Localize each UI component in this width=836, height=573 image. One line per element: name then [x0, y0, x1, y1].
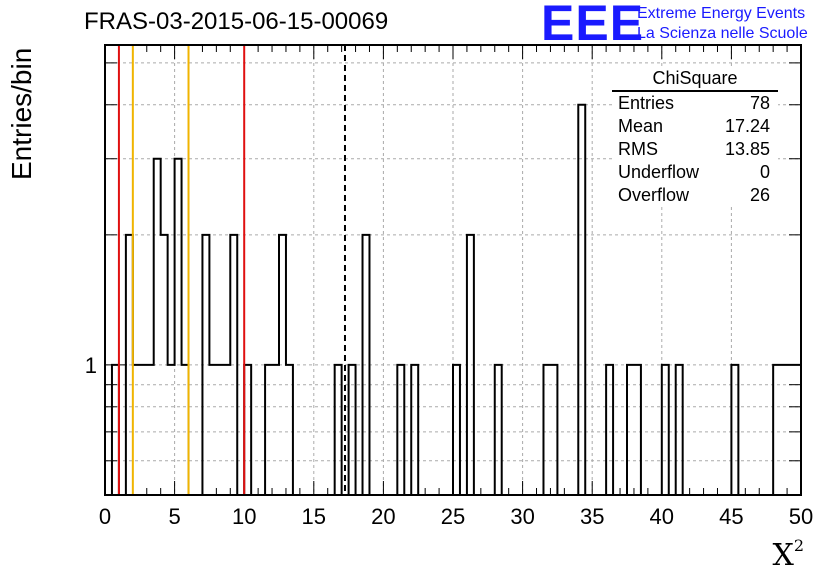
eee-logo: EEE: [541, 0, 645, 51]
x-tick-label: 30: [510, 504, 534, 529]
x-tick-label: 20: [371, 504, 395, 529]
stats-value: 0: [759, 162, 770, 182]
stats-row-overflow: Overflow 26: [612, 184, 778, 207]
x-tick-label: 0: [99, 504, 111, 529]
x-tick-label: 40: [650, 504, 674, 529]
stats-value: 78: [749, 93, 770, 113]
x-axis-label-exponent: 2: [793, 536, 804, 555]
y-axis-label: Entries/bin: [6, 47, 37, 180]
plot-frame: [104, 44, 802, 496]
logo-line-1: Extreme Energy Events: [637, 5, 806, 22]
x-tick-label: 45: [719, 504, 743, 529]
x-axis-label-symbol: X: [772, 538, 794, 573]
stats-value: 13.85: [724, 139, 770, 159]
stats-value: 26: [749, 185, 770, 205]
stats-label: Underflow: [618, 162, 700, 182]
x-tick-label: 15: [302, 504, 326, 529]
x-tick-label: 10: [232, 504, 256, 529]
stats-label: Overflow: [618, 185, 690, 205]
logo-line-2: La Scienza nelle Scuole: [637, 25, 808, 42]
stats-row-mean: Mean 17.24: [612, 115, 778, 138]
x-tick-label: 25: [441, 504, 465, 529]
stats-label: Mean: [618, 116, 664, 136]
stats-label: Entries: [618, 93, 675, 113]
x-tick-label: 50: [789, 504, 813, 529]
x-tick-label: 35: [580, 504, 604, 529]
stats-label: RMS: [618, 139, 658, 159]
stats-row-underflow: Underflow 0: [612, 161, 778, 184]
stats-row-entries: Entries 78: [612, 92, 778, 115]
logo-caption: Extreme Energy Events La Scienza nelle S…: [637, 4, 808, 44]
stats-title: ChiSquare: [612, 66, 778, 92]
stats-row-rms: RMS 13.85: [612, 138, 778, 161]
plot-title: FRAS-03-2015-06-15-00069: [84, 8, 389, 35]
x-axis-label: X2: [772, 536, 804, 573]
stats-box: ChiSquare Entries 78 Mean 17.24 RMS 13.8…: [612, 66, 778, 207]
stats-value: 17.24: [724, 116, 770, 136]
y-tick-label: 1: [85, 353, 97, 378]
x-tick-label: 5: [168, 504, 180, 529]
